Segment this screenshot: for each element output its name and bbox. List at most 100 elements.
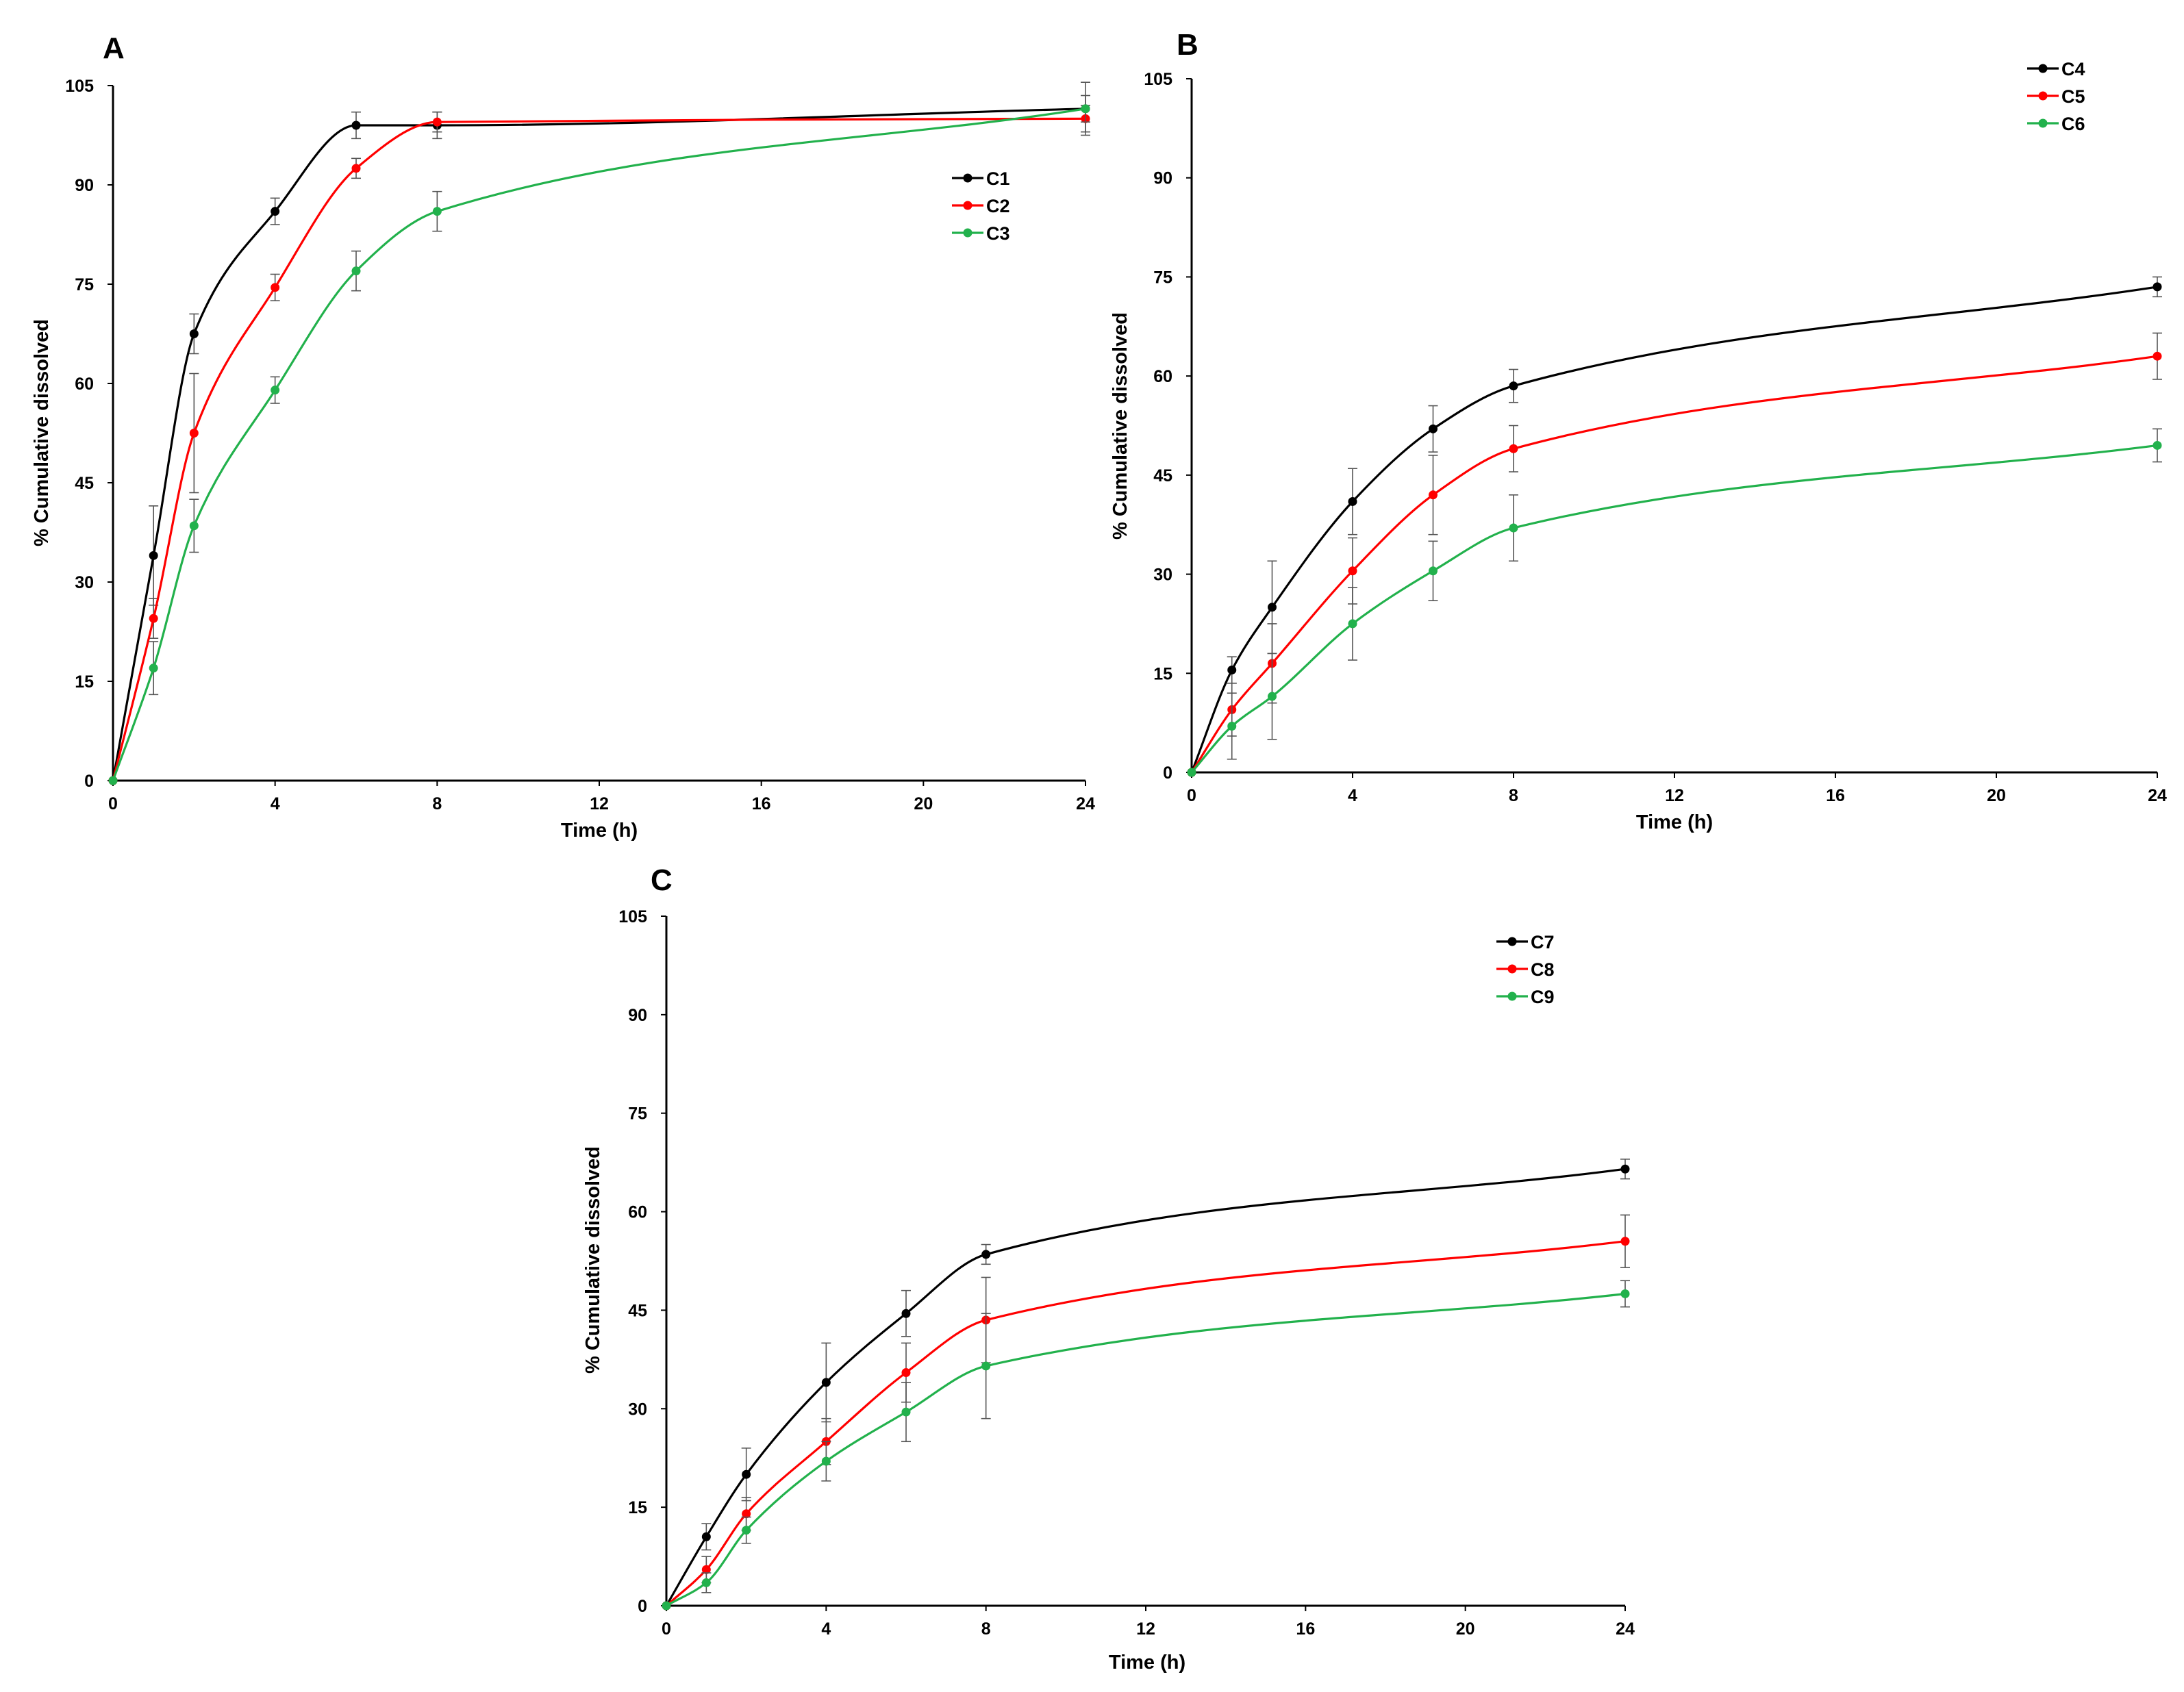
x-tick-label: 0 — [1187, 786, 1196, 805]
y-tick-label: 90 — [628, 1006, 647, 1025]
legend-marker — [963, 201, 972, 210]
data-point — [1429, 566, 1438, 576]
data-point — [901, 1309, 911, 1318]
y-tick-label: 0 — [84, 772, 94, 791]
x-tick-label: 24 — [1616, 1619, 1635, 1639]
data-point — [1227, 721, 1237, 731]
data-point — [189, 329, 199, 338]
data-point — [108, 776, 118, 785]
y-tick-label: 30 — [75, 573, 94, 592]
y-tick-label: 105 — [618, 907, 647, 926]
y-tick-label: 60 — [628, 1203, 647, 1222]
data-point — [821, 1378, 831, 1387]
series-c1 — [108, 81, 1090, 785]
x-axis-title: Time (h) — [1636, 811, 1713, 833]
y-tick-label: 0 — [1163, 763, 1172, 783]
y-tick-label: 90 — [75, 176, 94, 195]
y-tick-label: 90 — [1153, 169, 1172, 188]
x-tick-label: 8 — [432, 794, 442, 813]
panel-letter: B — [1177, 28, 1198, 62]
y-tick-label: 45 — [75, 474, 94, 493]
data-point — [351, 121, 361, 130]
x-tick-label: 4 — [821, 1619, 831, 1639]
legend-label: C2 — [986, 196, 1010, 216]
data-point — [701, 1532, 711, 1541]
x-tick-label: 8 — [981, 1619, 991, 1639]
series-c7 — [662, 1159, 1630, 1611]
x-tick-label: 16 — [1826, 786, 1845, 805]
data-point — [1509, 523, 1518, 533]
data-point — [1429, 490, 1438, 500]
data-point — [1268, 603, 1277, 612]
data-point — [351, 266, 361, 276]
series-line — [665, 1167, 1626, 1606]
data-point — [2152, 440, 2162, 450]
x-tick-label: 20 — [1987, 786, 2006, 805]
panel-letter: C — [651, 863, 673, 897]
data-point — [149, 664, 158, 673]
data-point — [271, 207, 280, 216]
x-tick-label: 12 — [590, 794, 609, 813]
data-point — [1620, 1237, 1630, 1246]
legend-label: C4 — [2061, 59, 2085, 79]
data-point — [2152, 282, 2162, 292]
y-tick-label: 105 — [1144, 70, 1172, 89]
x-tick-label: 0 — [108, 794, 118, 813]
legend-marker — [963, 173, 972, 183]
data-point — [149, 551, 158, 560]
x-tick-label: 4 — [271, 794, 280, 813]
x-tick-label: 16 — [1296, 1619, 1315, 1639]
legend-label: C9 — [1531, 987, 1555, 1007]
data-point — [901, 1407, 911, 1417]
chart-panel-b: B 0 4 8 12 16 20 24 0 15 30 45 60 75 90 105 Time (h) % Cu… — [1109, 28, 2167, 833]
data-point — [1348, 619, 1357, 629]
y-tick-label: 60 — [1153, 367, 1172, 386]
chart-panel-c: C 0 4 8 12 16 20 24 0 15 30 45 60 75 90 105 Time (h) % Cu… — [582, 863, 1635, 1674]
y-axis-title: % Cumulative dissolved — [582, 1146, 604, 1374]
series-line — [1190, 355, 2158, 773]
y-axis-title: % Cumulative dissolved — [31, 319, 53, 546]
series-c8 — [662, 1214, 1630, 1611]
series-line — [112, 108, 1086, 781]
y-tick-label: 75 — [628, 1104, 647, 1124]
data-point — [432, 117, 442, 127]
data-point — [432, 207, 442, 216]
x-tick-label: 24 — [2148, 786, 2167, 805]
y-axis-title: % Cumulative dissolved — [1109, 312, 1131, 540]
x-axis-title: Time (h) — [561, 820, 638, 842]
series-c9 — [662, 1280, 1630, 1611]
x-tick-label: 20 — [914, 794, 933, 813]
data-point — [2152, 351, 2162, 361]
legend-label: C6 — [2061, 114, 2085, 134]
y-tick-label: 15 — [628, 1498, 647, 1517]
data-point — [149, 614, 158, 623]
x-tick-label: 12 — [1136, 1619, 1155, 1639]
x-tick-label: 20 — [1456, 1619, 1475, 1639]
data-point — [1429, 424, 1438, 433]
data-point — [821, 1456, 831, 1466]
y-tick-label: 75 — [1153, 268, 1172, 287]
data-point — [1227, 665, 1237, 674]
x-tick-label: 4 — [1348, 786, 1357, 805]
data-point — [1509, 444, 1518, 453]
x-tick-label: 0 — [662, 1619, 671, 1639]
data-point — [742, 1509, 751, 1519]
x-axis-title: Time (h) — [1109, 1652, 1185, 1674]
x-tick-label: 12 — [1665, 786, 1684, 805]
legend-marker — [1507, 992, 1517, 1001]
series-line — [112, 117, 1086, 781]
y-tick-label: 45 — [628, 1301, 647, 1320]
legend-label: C7 — [1531, 932, 1555, 952]
legend-marker — [2038, 118, 2048, 128]
x-tick-label: 16 — [752, 794, 771, 813]
x-tick-label: 8 — [1509, 786, 1518, 805]
data-point — [271, 283, 280, 292]
data-point — [1268, 692, 1277, 701]
data-point — [701, 1565, 711, 1574]
data-point — [662, 1601, 671, 1611]
series-line — [665, 1240, 1626, 1607]
y-tick-label: 105 — [65, 77, 94, 96]
data-point — [1509, 381, 1518, 391]
y-tick-label: 60 — [75, 375, 94, 394]
